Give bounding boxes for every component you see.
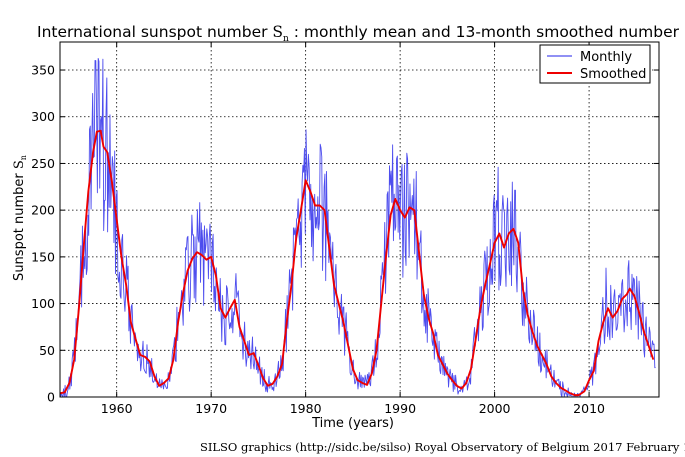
y-tick-label: 50 bbox=[39, 343, 55, 358]
y-tick-label: 100 bbox=[31, 296, 55, 311]
x-axis-label: Time (years) bbox=[311, 416, 394, 431]
y-tick-label: 200 bbox=[31, 203, 55, 218]
chart-title-symbol: S bbox=[272, 23, 283, 41]
plot-frame bbox=[59, 41, 660, 398]
y-axis-label-text: Sunspot number bbox=[12, 169, 27, 281]
axis-ticks: 1960 1970 1980 1990 2000 2010 0 50 100 150 200 250 3… bbox=[31, 42, 659, 416]
chart-title-prefix: International sunspot number bbox=[37, 23, 272, 41]
series-line-monthly bbox=[59, 57, 656, 398]
plot-area bbox=[59, 57, 656, 398]
series-line-smoothed bbox=[59, 129, 655, 397]
x-tick-label: 2010 bbox=[573, 401, 605, 416]
x-tick-label: 1990 bbox=[384, 401, 416, 416]
chart-title-subscript: n bbox=[283, 34, 289, 44]
chart-title: International sunspot number Sn : monthl… bbox=[37, 23, 680, 44]
legend-label-smoothed: Smoothed bbox=[580, 67, 646, 82]
y-tick-label: 250 bbox=[31, 156, 55, 171]
x-tick-label: 2000 bbox=[479, 401, 511, 416]
x-tick-label: 1960 bbox=[101, 401, 133, 416]
y-tick-label: 150 bbox=[31, 249, 55, 264]
y-tick-label: 350 bbox=[31, 63, 55, 78]
y-tick-label: 0 bbox=[47, 390, 55, 405]
credit-text: SILSO graphics (http://sidc.be/silso) Ro… bbox=[200, 440, 685, 454]
y-tick-label: 300 bbox=[31, 109, 55, 124]
legend: Monthly Smoothed bbox=[539, 44, 651, 84]
chart-title-suffix: : monthly mean and 13-month smoothed num… bbox=[289, 23, 680, 41]
grid-lines bbox=[60, 42, 659, 397]
y-axis-label-subscript: n bbox=[19, 155, 28, 160]
x-tick-label: 1980 bbox=[290, 401, 322, 416]
x-tick-label: 1970 bbox=[195, 401, 227, 416]
legend-label-monthly: Monthly bbox=[580, 50, 632, 65]
y-axis-label-symbol: S bbox=[12, 160, 27, 169]
legend-box bbox=[539, 44, 651, 84]
y-axis-label: Sunspot number Sn bbox=[12, 155, 28, 281]
